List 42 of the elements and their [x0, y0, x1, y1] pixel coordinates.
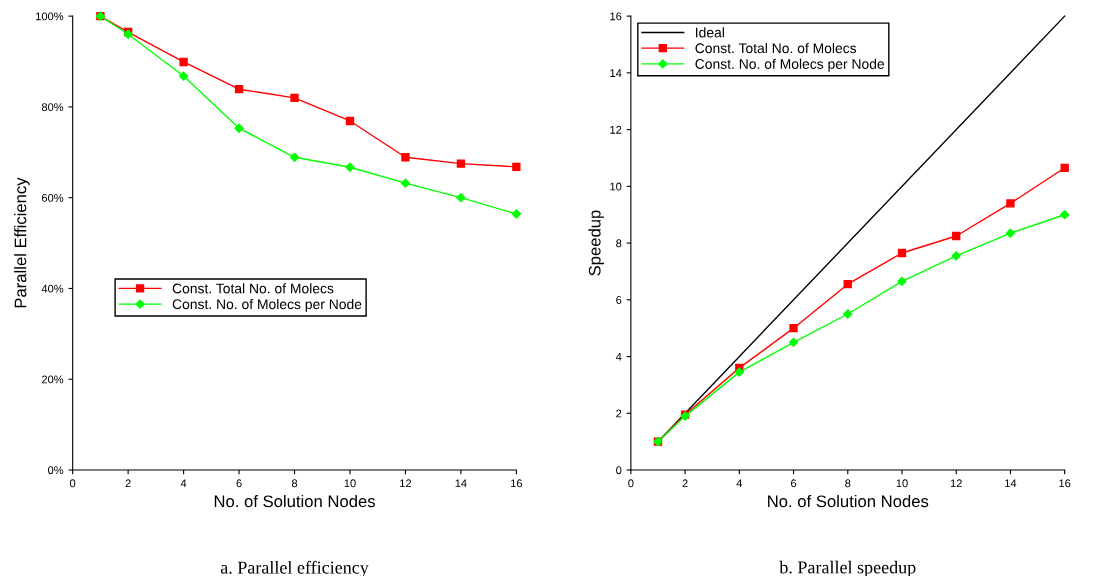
- x-tick-label: 0: [70, 479, 76, 488]
- y-tick-label: 60%: [41, 193, 64, 202]
- legend-label: Const. No. of Molecs per Node: [172, 298, 362, 312]
- legend-label: Const. No. of Molecs per Node: [695, 58, 885, 72]
- y-tick-label: 0: [616, 466, 622, 475]
- y-tick-label: 16: [610, 12, 622, 21]
- x-axis-title: No. of Solution Nodes: [214, 494, 375, 508]
- y-axis-title: Parallel Efficiency: [14, 177, 30, 308]
- x-tick-label: 6: [791, 479, 797, 488]
- x-tick-label: 14: [1005, 479, 1017, 488]
- y-tick-label: 8: [616, 239, 622, 248]
- y-tick-label: 100%: [36, 12, 64, 21]
- x-tick-label: 14: [455, 479, 467, 488]
- y-tick-label: 40%: [41, 284, 64, 293]
- y-tick-label: 6: [616, 296, 622, 304]
- y-axis-title: Speedup: [588, 210, 604, 276]
- y-tick-label: 20%: [41, 375, 64, 384]
- y-tick-label: 0%: [48, 466, 64, 475]
- x-tick-label: 2: [682, 479, 688, 488]
- y-tick-label: 2: [616, 409, 622, 418]
- y-tick-label: 10: [610, 182, 622, 191]
- x-tick-label: 0: [628, 479, 634, 488]
- y-tick-label: 14: [610, 69, 622, 77]
- x-tick-label: 10: [344, 479, 356, 488]
- y-tick-label: 4: [615, 352, 622, 361]
- x-tick-label: 8: [291, 479, 298, 488]
- y-tick-label: 80%: [41, 103, 64, 112]
- x-axis-title: No. of Solution Nodes: [768, 494, 929, 508]
- x-tick-label: 16: [1059, 479, 1071, 488]
- x-tick-label: 10: [896, 479, 908, 488]
- x-tick-label: 12: [400, 479, 412, 488]
- legend-label: Ideal: [696, 27, 724, 38]
- x-tick-label: 4: [180, 479, 187, 488]
- x-tick-label: 8: [845, 479, 851, 488]
- legend-label: Const. Total No. of Molecs: [695, 42, 857, 54]
- x-tick-label: 16: [511, 479, 523, 488]
- x-tick-label: 12: [950, 479, 962, 488]
- x-tick-label: 2: [125, 479, 131, 488]
- x-tick-label: 6: [236, 479, 242, 488]
- x-tick-label: 4: [736, 479, 743, 488]
- legend-label: Const. Total No. of Molecs: [172, 283, 334, 294]
- y-tick-label: 12: [610, 125, 622, 134]
